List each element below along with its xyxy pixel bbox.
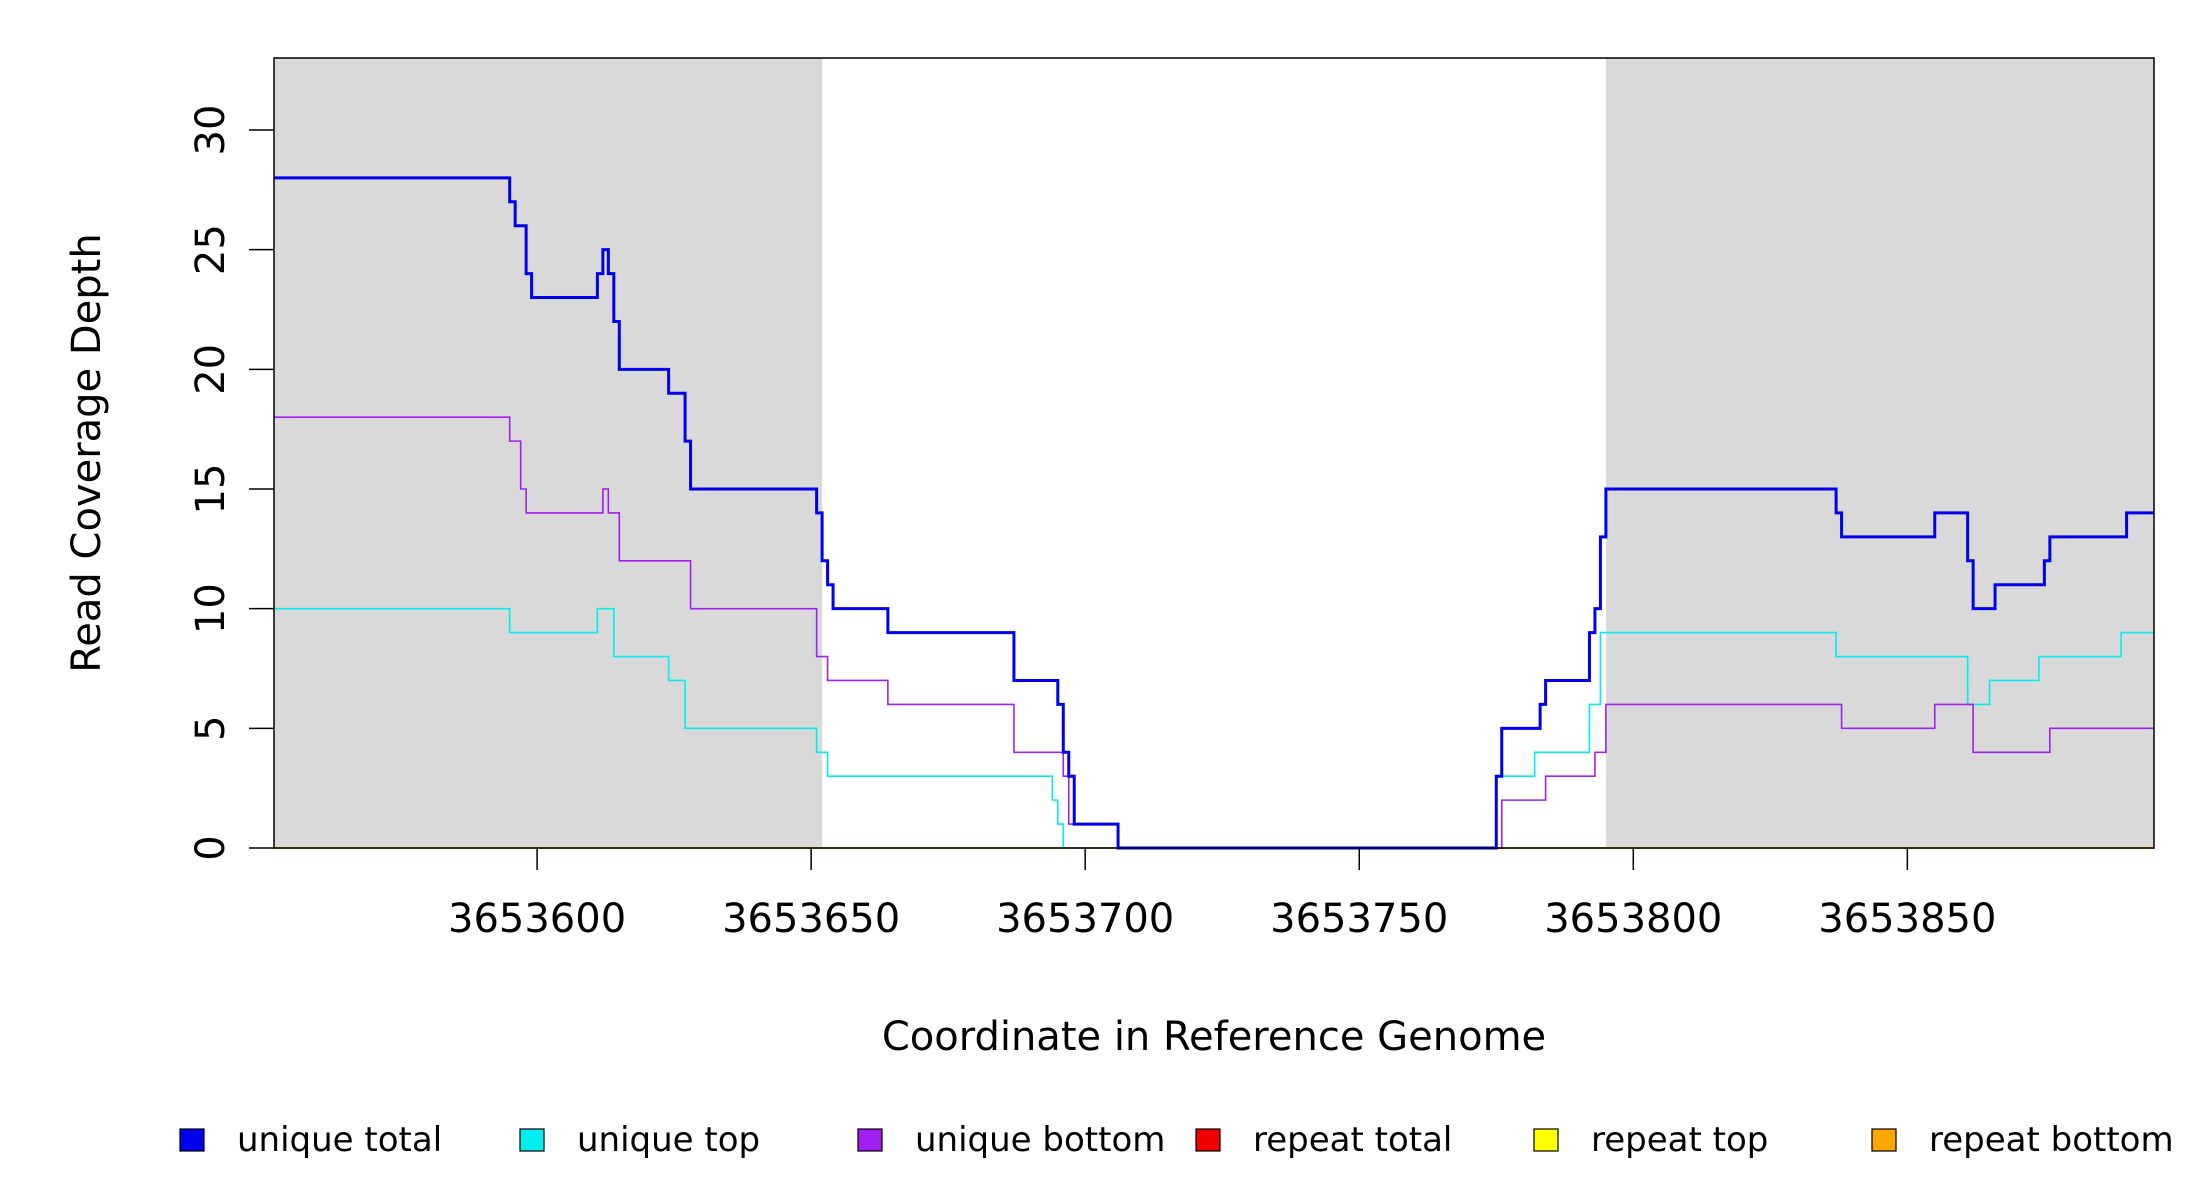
legend-label: repeat bottom bbox=[1929, 1120, 2174, 1160]
x-tick-label: 3653800 bbox=[1544, 896, 1722, 942]
x-axis: 3653600 3653650 3653700 3653750 3653800 36538… bbox=[448, 848, 1996, 942]
series-line-unique-total bbox=[274, 176, 2154, 850]
y-tick-label: 30 bbox=[188, 105, 234, 156]
legend: unique total unique top unique bottom repea… bbox=[179, 1120, 2174, 1160]
x-axis-label: Coordinate in Reference Genome bbox=[882, 1014, 1546, 1060]
series-line-unique-bottom bbox=[274, 416, 2154, 849]
legend-swatch bbox=[1533, 1128, 1559, 1152]
x-tick-label: 3653700 bbox=[996, 896, 1174, 942]
y-axis-label: Read Coverage Depth bbox=[64, 233, 110, 672]
series-line-unique-top bbox=[274, 607, 2154, 849]
y-tick-label: 10 bbox=[188, 583, 234, 634]
shaded-region-1 bbox=[274, 58, 823, 848]
legend-swatch bbox=[179, 1128, 205, 1152]
x-tick-label: 3653850 bbox=[1818, 896, 1996, 942]
plot-frame bbox=[273, 57, 2155, 849]
legend-swatch bbox=[1195, 1128, 1221, 1152]
legend-label: unique top bbox=[577, 1120, 760, 1160]
shaded-regions bbox=[274, 58, 2154, 848]
y-tick-label: 20 bbox=[188, 344, 234, 395]
legend-swatch bbox=[519, 1128, 545, 1152]
y-axis: 0 5 10 15 20 25 30 bbox=[188, 105, 274, 861]
legend-label: repeat top bbox=[1591, 1120, 1768, 1160]
y-tick-label: 15 bbox=[188, 464, 234, 515]
legend-label: repeat total bbox=[1253, 1120, 1452, 1160]
x-tick-label: 3653600 bbox=[448, 896, 626, 942]
y-tick-label: 25 bbox=[188, 224, 234, 275]
legend-label: unique bottom bbox=[915, 1120, 1165, 1160]
legend-swatch bbox=[1871, 1128, 1897, 1152]
y-tick-label: 0 bbox=[188, 835, 234, 860]
legend-swatch bbox=[857, 1128, 883, 1152]
y-tick-label: 5 bbox=[188, 716, 234, 741]
shaded-region-2 bbox=[1605, 58, 2154, 848]
x-tick-label: 3653750 bbox=[1270, 896, 1448, 942]
x-tick-label: 3653650 bbox=[722, 896, 900, 942]
legend-label: unique total bbox=[237, 1120, 442, 1160]
